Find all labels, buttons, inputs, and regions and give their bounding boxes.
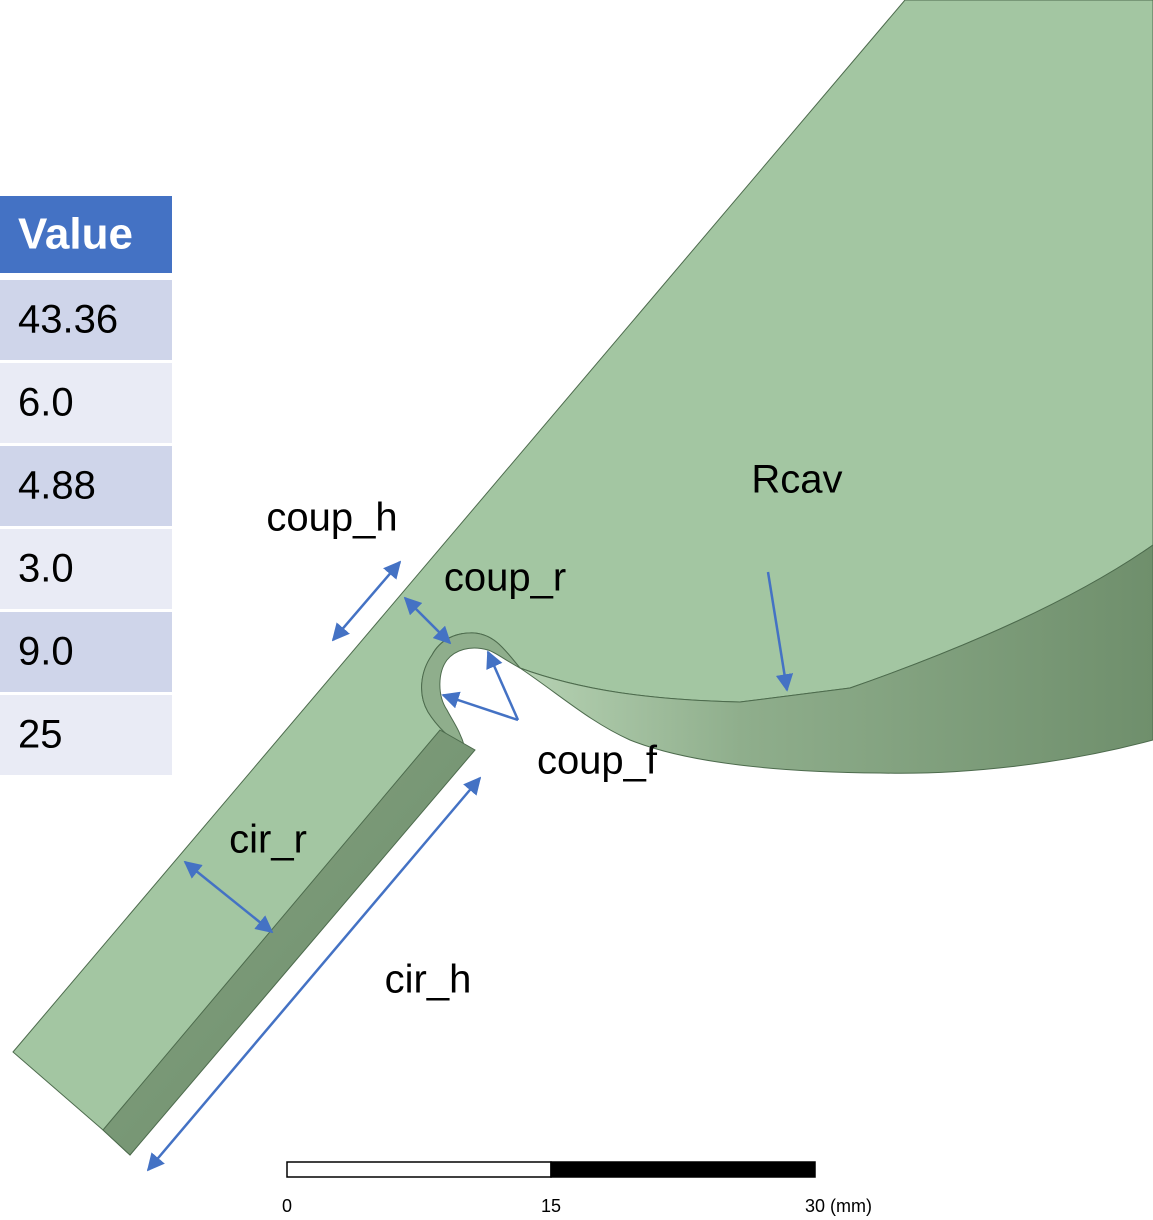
label: coup_r [444,556,566,600]
table-cell: 25 [18,713,63,757]
cavity-body [13,0,1153,1155]
scale-label: 15 [541,1196,561,1216]
table-body: 43.36 6.0 4.88 3.0 9.0 25 [0,280,172,775]
table-cell: 43.36 [18,298,118,342]
table-cell: 6.0 [18,381,74,425]
scale-bar-black [551,1162,815,1177]
table-header-text: Value [18,210,133,259]
label: cir_h [385,958,472,1002]
scale-label: 30 (mm) [805,1196,872,1216]
label: cir_r [229,818,307,862]
label: Rcav [751,458,842,502]
table-cell: 9.0 [18,630,74,674]
table-cell: 3.0 [18,547,74,591]
table-cell: 4.88 [18,464,96,508]
label: coup_h [266,496,397,540]
diagram: Value 43.36 6.0 4.88 3.0 9.0 25 Rcav coup_h c… [0,0,1153,1220]
scale-bar-white [287,1162,551,1177]
pointer-arrow [443,695,518,720]
scale-label: 0 [282,1196,292,1216]
label: coup_f [537,739,658,783]
